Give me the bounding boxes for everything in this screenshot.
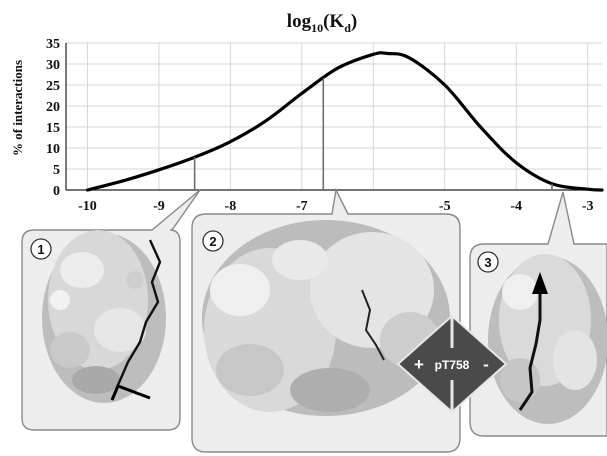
chart-title: log10(Kd) [287,11,357,35]
protein-surface-2 [202,220,450,416]
panel-1-number: 1 [37,242,44,257]
x-tick-label: -3 [582,199,594,214]
pt758-site-badge: + pT758 - [396,314,508,414]
peptide-ligand-2 [361,289,385,361]
x-tick-labels: -10 -9 -8 -7 -5 -4 -3 [78,199,593,214]
y-tick-label: 15 [46,121,60,136]
x-tick-label: -9 [153,199,165,214]
y-tick-labels: 0 5 10 15 20 25 30 35 [46,37,60,199]
y-tick-label: 20 [46,100,60,115]
x-tick-label: -8 [225,199,237,214]
y-tick-label: 30 [46,58,60,73]
y-tick-label: 10 [46,142,60,157]
kd-distribution-curve [85,51,604,192]
x-tick-label: -4 [510,199,522,214]
y-tick-label: 25 [46,79,60,94]
y-tick-label: 35 [46,37,60,52]
title-subscript-2: d [344,21,351,35]
title-tail: (K [323,11,344,32]
grid [66,42,602,191]
x-tick-label: -5 [439,199,451,214]
pt758-label: pT758 [435,358,470,372]
y-axis-label: % of interactions [10,60,25,156]
panel-2-number-circle [202,230,224,252]
title-end: ) [351,11,357,32]
plus-sign: + [414,355,424,374]
title-subscript: 10 [311,21,323,35]
peptide-arrow-3 [532,272,548,294]
minus-sign: - [483,355,489,374]
peptide-arrow-1 [110,384,151,401]
title-main: log [287,11,312,32]
panel-3-number-circle [477,251,499,273]
panel-3: 3 [469,191,607,437]
panel-2-number: 2 [209,234,216,249]
protein-surface-1 [42,230,166,403]
y-tick-label: 0 [53,184,60,199]
panel-1: 1 [21,189,201,431]
x-tick-label: -7 [296,199,308,214]
panel-3-number: 3 [484,255,491,270]
peptide-ligand-1 [110,239,162,401]
y-tick-label: 5 [53,163,60,178]
panel-2: 2 [191,187,461,453]
peptide-ligand-3 [518,292,542,411]
panel-1-number-circle [30,238,52,260]
curve-markers [193,78,553,190]
x-tick-label: -10 [78,199,97,214]
